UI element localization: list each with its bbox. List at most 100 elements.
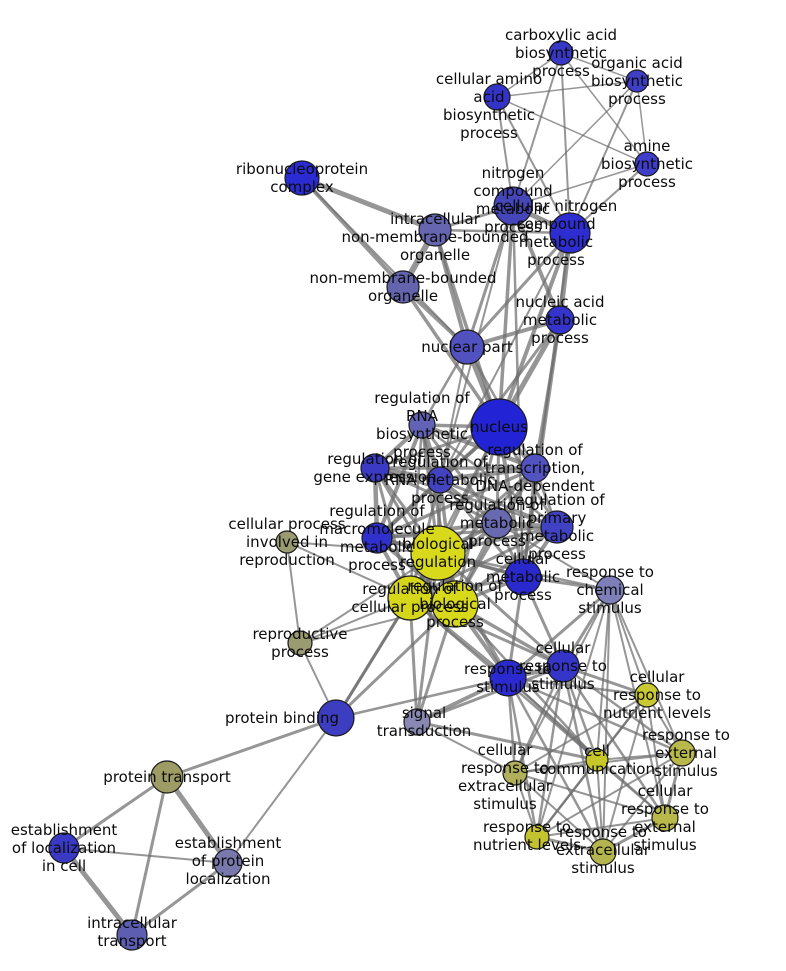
graph-node-rrm[interactable] <box>426 466 454 494</box>
node-label-cmet: cellular metabolic process <box>486 550 560 604</box>
graph-node-rbp[interactable] <box>431 580 479 628</box>
graph-node-rnl[interactable] <box>524 824 550 850</box>
nodes-layer <box>48 40 696 951</box>
graph-node-cab[interactable] <box>548 40 574 66</box>
node-label-rrb: regulation of RNA biosynthetic process <box>374 389 470 461</box>
edge-oab-caab <box>496 80 638 98</box>
edge-oab-ncm <box>512 80 638 207</box>
graph-node-npart[interactable] <box>449 329 485 365</box>
node-label-crnl: cellular response to nutrient levels <box>603 668 711 722</box>
edge-rtd-rmm <box>375 466 537 540</box>
edge-rrm-cmet <box>438 478 525 579</box>
graph-node-rmet[interactable] <box>481 507 513 539</box>
graph-node-it[interactable] <box>116 919 148 951</box>
node-label-caab: cellular amino acid biosynthetic process <box>436 70 542 142</box>
node-label-rbp: regulation of biological process <box>407 577 503 631</box>
graph-node-crs[interactable] <box>546 649 580 683</box>
graph-node-pt[interactable] <box>150 760 184 794</box>
graph-node-rs[interactable] <box>489 659 527 697</box>
graph-node-rrb[interactable] <box>408 411 436 439</box>
node-label-rtd: regulation of transcription, DNA-dependent <box>475 441 594 495</box>
graph-node-crnl[interactable] <box>634 682 660 708</box>
graph-node-ccom[interactable] <box>585 748 609 772</box>
edge-crexs-crext <box>514 772 666 819</box>
graph-node-rge[interactable] <box>360 453 390 483</box>
graph-node-rexs[interactable] <box>589 838 617 866</box>
graph-node-st[interactable] <box>403 708 431 736</box>
edge-crs-rexs <box>561 664 605 854</box>
graph-node-rext[interactable] <box>668 739 696 767</box>
edge-inmbo-cncm <box>433 228 572 235</box>
graph-node-rnp[interactable] <box>284 160 320 196</box>
labels-layer: carboxylic acid biosynthetic process organi… <box>11 26 730 950</box>
node-label-nam: nucleic acid metabolic process <box>516 293 605 347</box>
graph-node-nam[interactable] <box>545 305 575 335</box>
graph-node-nmbo[interactable] <box>386 270 420 304</box>
graph-node-rtd[interactable] <box>520 453 550 483</box>
graph-node-ncm[interactable] <box>493 186 533 226</box>
node-label-nuc: nucleus <box>470 418 528 436</box>
graph-node-cmet[interactable] <box>504 558 542 596</box>
node-label-cab: carboxylic acid biosynthetic process <box>505 26 617 80</box>
graph-node-elc[interactable] <box>48 832 80 864</box>
edge-rrm-rpm <box>438 478 559 529</box>
edge-cab-cncm <box>560 52 571 234</box>
node-label-oab: organic acid biosynthetic process <box>591 54 683 108</box>
graph-node-cncm[interactable] <box>549 212 591 254</box>
node-label-npart: nuclear part <box>421 338 513 356</box>
node-label-rcp: regulation of cellular process <box>351 580 468 616</box>
graph-node-nuc[interactable] <box>470 398 528 456</box>
node-label-repro: reproductive process <box>252 625 347 661</box>
edge-crs-st <box>415 664 565 724</box>
edge-oab-amb <box>636 80 648 165</box>
edge-cab-amb <box>560 52 648 165</box>
edge-pb-epl <box>227 717 337 864</box>
node-label-rrm: regulation of RNA metabolic process <box>385 453 496 507</box>
edge-rbp-pb <box>334 602 457 720</box>
edge-rs-rnl <box>506 676 539 839</box>
edge-rs-pb <box>334 676 510 720</box>
node-label-rexs: response to extracellular stimulus <box>556 823 651 877</box>
graph-node-oab[interactable] <box>625 69 649 93</box>
edge-ccom-rnl <box>536 759 598 838</box>
edge-rrm-rtd <box>437 465 538 483</box>
graph-node-repro[interactable] <box>287 630 313 656</box>
graph-node-epl[interactable] <box>213 848 243 878</box>
edge-rpm-rmm <box>375 525 559 540</box>
node-label-rchem: response to chemical stimulus <box>566 563 654 617</box>
graph-node-rcp[interactable] <box>387 575 433 621</box>
edge-breg-st <box>415 551 440 724</box>
node-label-pb: protein binding <box>225 709 339 727</box>
graph-node-rmm[interactable] <box>361 522 393 554</box>
graph-node-crexs[interactable] <box>502 760 528 786</box>
graph-node-caab[interactable] <box>483 83 511 111</box>
graph-node-rpm[interactable] <box>540 510 574 544</box>
graph-node-pb[interactable] <box>317 699 355 737</box>
edge-rnp-inmbo <box>299 175 438 233</box>
node-label-rge: regulation of gene expression <box>313 450 436 486</box>
graph-node-cpir[interactable] <box>275 530 299 554</box>
graph-node-amb[interactable] <box>634 151 660 177</box>
edge-st-crexs <box>416 721 516 774</box>
edge-rchem-rs <box>506 588 612 680</box>
node-label-pt: protein transport <box>103 768 231 786</box>
node-label-breg: biological regulation <box>400 535 476 571</box>
node-label-nmbo: non-membrane-bounded organelle <box>309 269 496 305</box>
graph-node-inmbo[interactable] <box>418 213 452 247</box>
edge-rmet-rchem <box>496 522 611 591</box>
node-label-crext: cellular response to external stimulus <box>621 782 709 854</box>
edge-ccom-rexs <box>596 759 604 853</box>
graph-node-rchem[interactable] <box>595 575 625 605</box>
graph-node-crext[interactable] <box>651 804 679 832</box>
edge-ncm-nam <box>511 204 562 322</box>
node-label-cncm: cellular nitrogen compound metabolic proces… <box>495 197 617 269</box>
edge-cncm-npart <box>465 231 572 349</box>
node-label-epl: establishment of protein localization <box>175 834 282 888</box>
graph-node-breg[interactable] <box>410 525 466 581</box>
node-label-rnl: response to nutrient levels <box>473 818 581 854</box>
edge-rext-rnl <box>536 752 683 838</box>
edge-elc-epl <box>63 847 229 864</box>
edge-elc-it <box>61 845 135 938</box>
